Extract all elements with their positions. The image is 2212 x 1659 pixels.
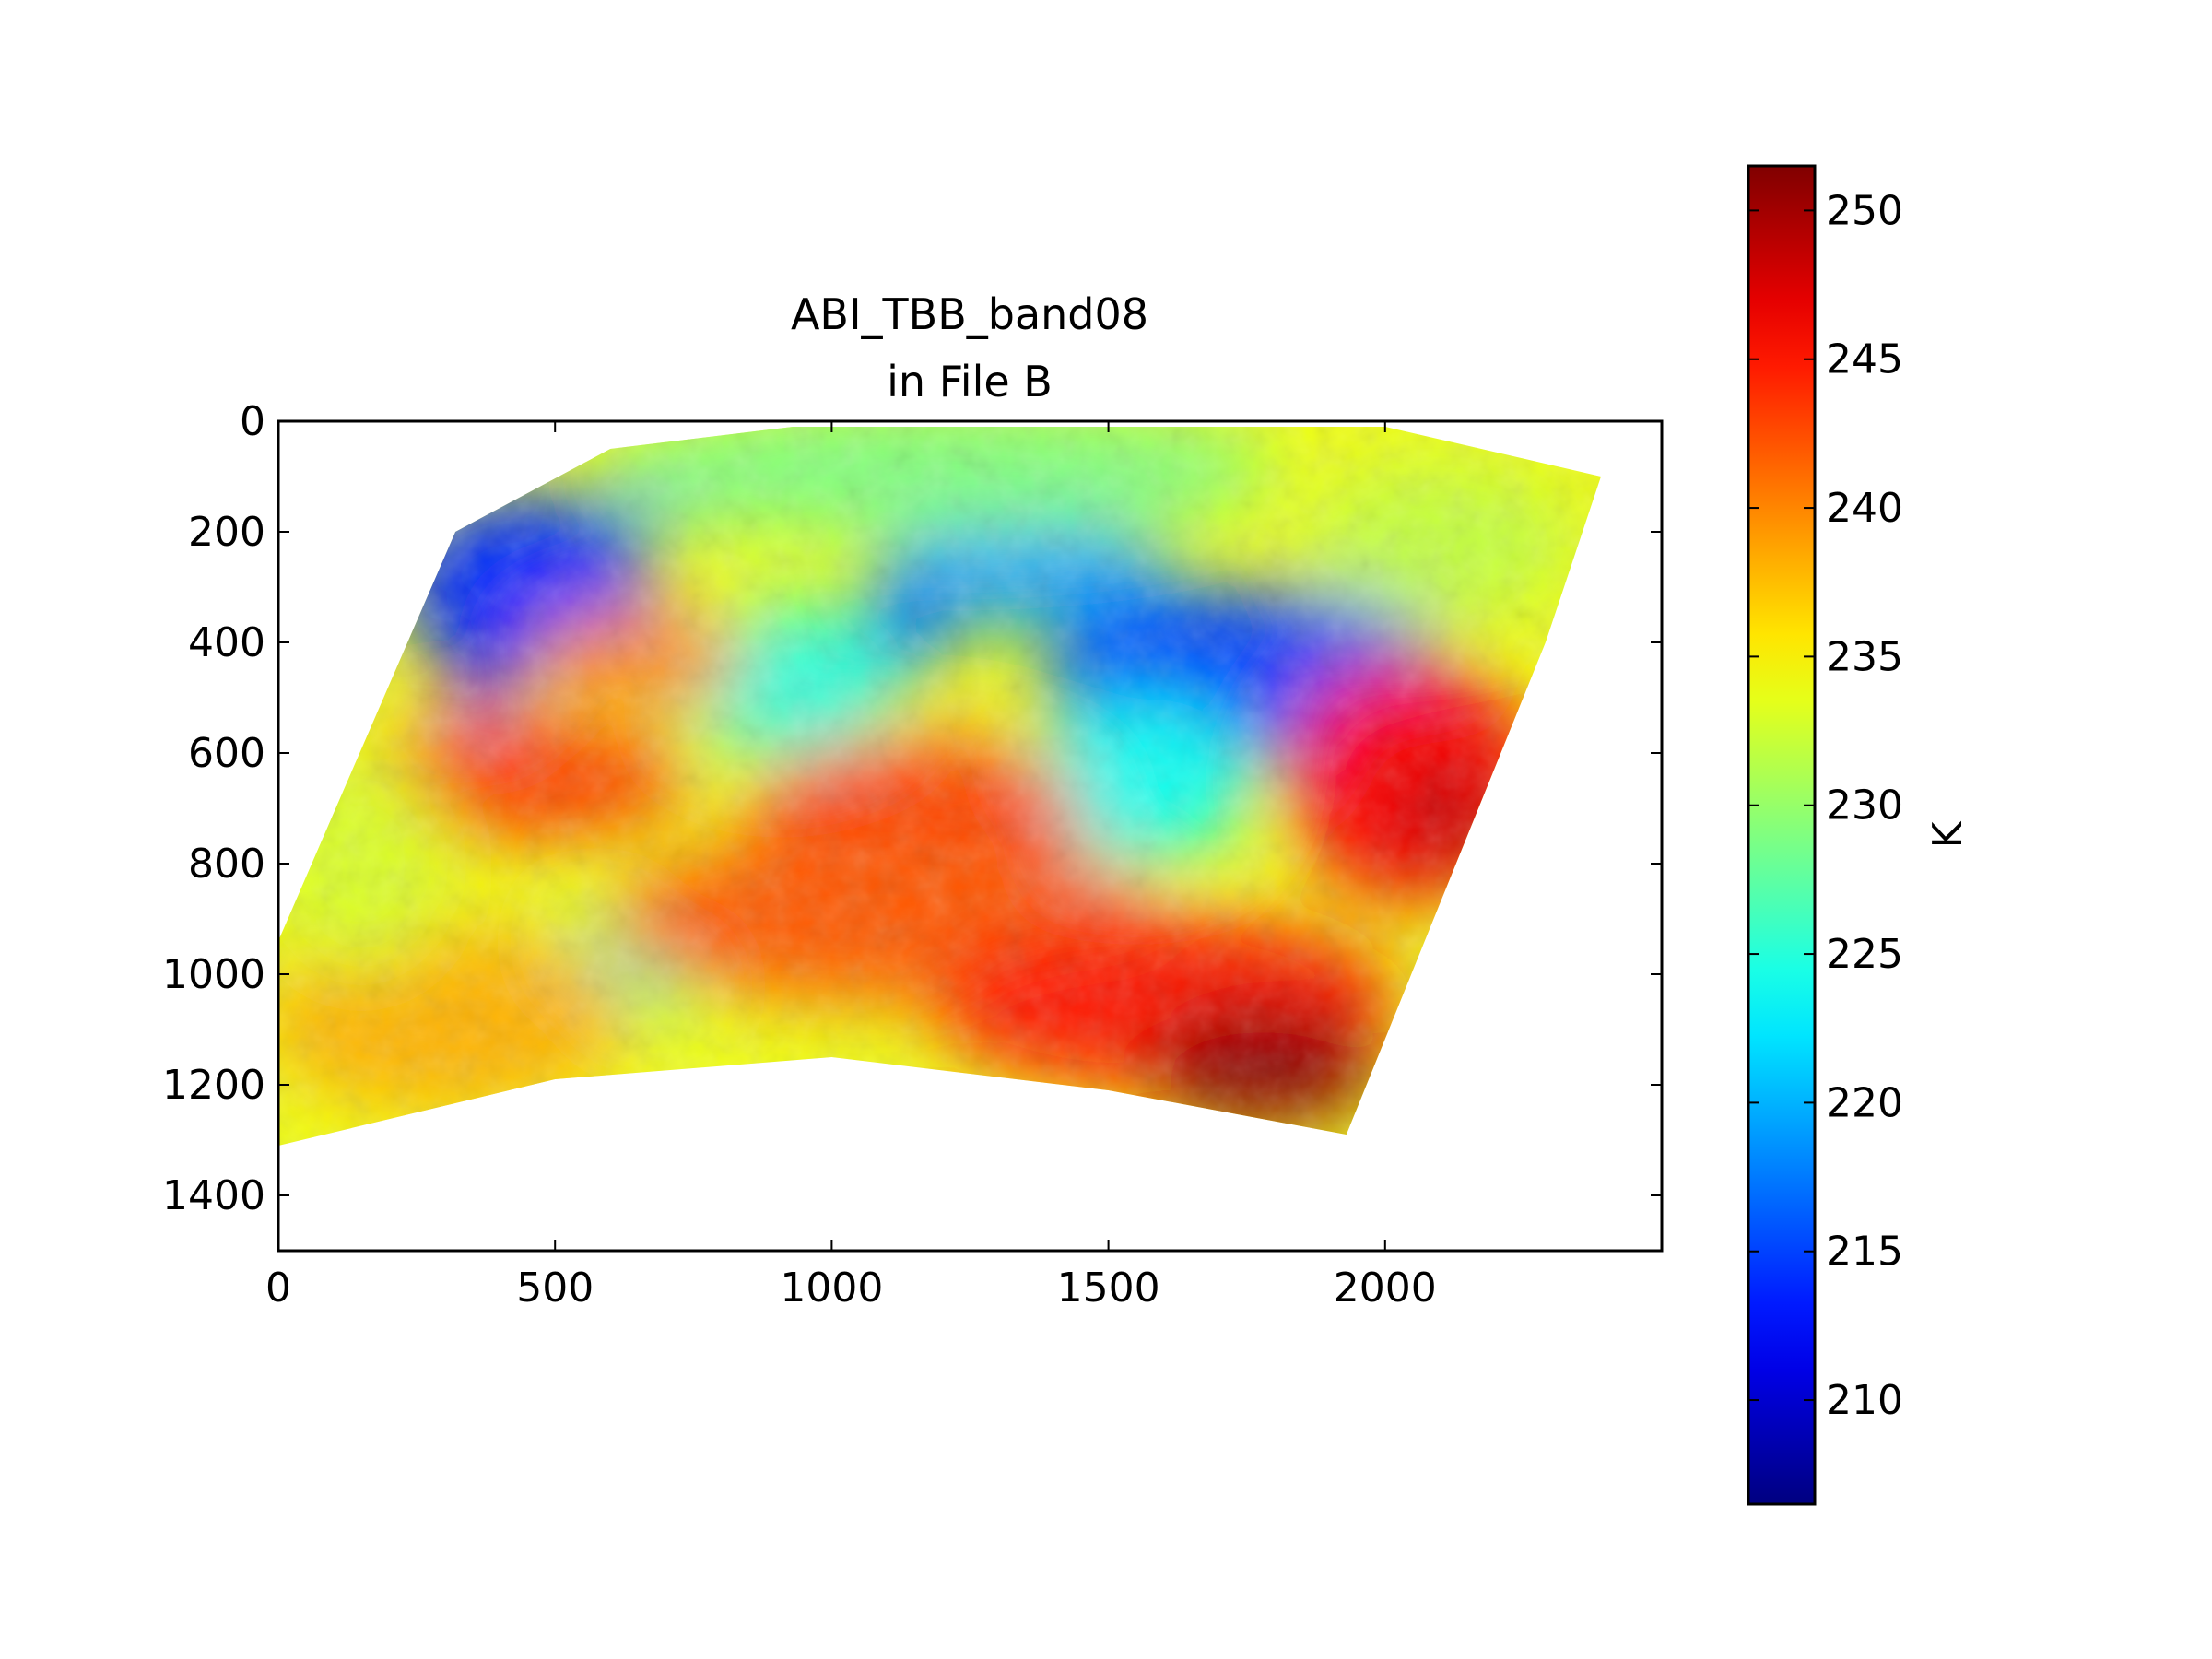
- y-tick-label: 600: [188, 730, 265, 777]
- colorbar-frame: [1747, 164, 1817, 1506]
- colorbar: 210 215 220 225 230 235 240 245 250 K: [1747, 164, 1971, 1506]
- x-tick-label: 1500: [1057, 1265, 1160, 1312]
- colorbar-ticks: 210 215 220 225 230 235 240 245 250: [1748, 187, 1903, 1424]
- colorbar-tick-label: 210: [1826, 1377, 1903, 1424]
- colorbar-tick-label: 245: [1826, 336, 1903, 383]
- colorbar-tick-label: 250: [1826, 187, 1903, 234]
- x-tick-label: 2000: [1334, 1265, 1437, 1312]
- y-tick-label: 0: [240, 398, 265, 445]
- y-axis: 0 200 400 600 800 1000 1200 1400: [162, 398, 1662, 1219]
- colorbar-tick-label: 220: [1826, 1079, 1903, 1126]
- colorbar-label: K: [1924, 820, 1971, 848]
- y-tick-label: 400: [188, 619, 265, 666]
- colorbar-tick-label: 230: [1826, 782, 1903, 830]
- chart-title-line-1: ABI_TBB_band08: [791, 289, 1148, 339]
- colorbar-tick-label: 215: [1826, 1229, 1903, 1276]
- cloud-texture: [278, 427, 1601, 1146]
- y-tick-label: 200: [188, 509, 265, 556]
- y-tick-label: 1200: [162, 1062, 265, 1109]
- colorbar-tick-label: 240: [1826, 485, 1903, 532]
- x-tick-label: 0: [265, 1265, 291, 1312]
- x-tick-label: 500: [516, 1265, 594, 1312]
- y-tick-label: 1000: [162, 951, 265, 998]
- chart-title-line-2: in File B: [887, 357, 1053, 406]
- colorbar-gradient: [1748, 166, 1815, 1504]
- axes-frame: [276, 419, 1664, 1253]
- swath-image: [278, 427, 1601, 1146]
- x-axis: 0 500 1000 1500 2000: [265, 421, 1437, 1312]
- plot-area: [278, 427, 1601, 1146]
- x-tick-label: 1000: [780, 1265, 883, 1312]
- y-tick-label: 1400: [162, 1172, 265, 1219]
- colorbar-tick-label: 235: [1826, 633, 1903, 680]
- colorbar-tick-label: 225: [1826, 931, 1903, 978]
- y-tick-label: 800: [188, 841, 265, 888]
